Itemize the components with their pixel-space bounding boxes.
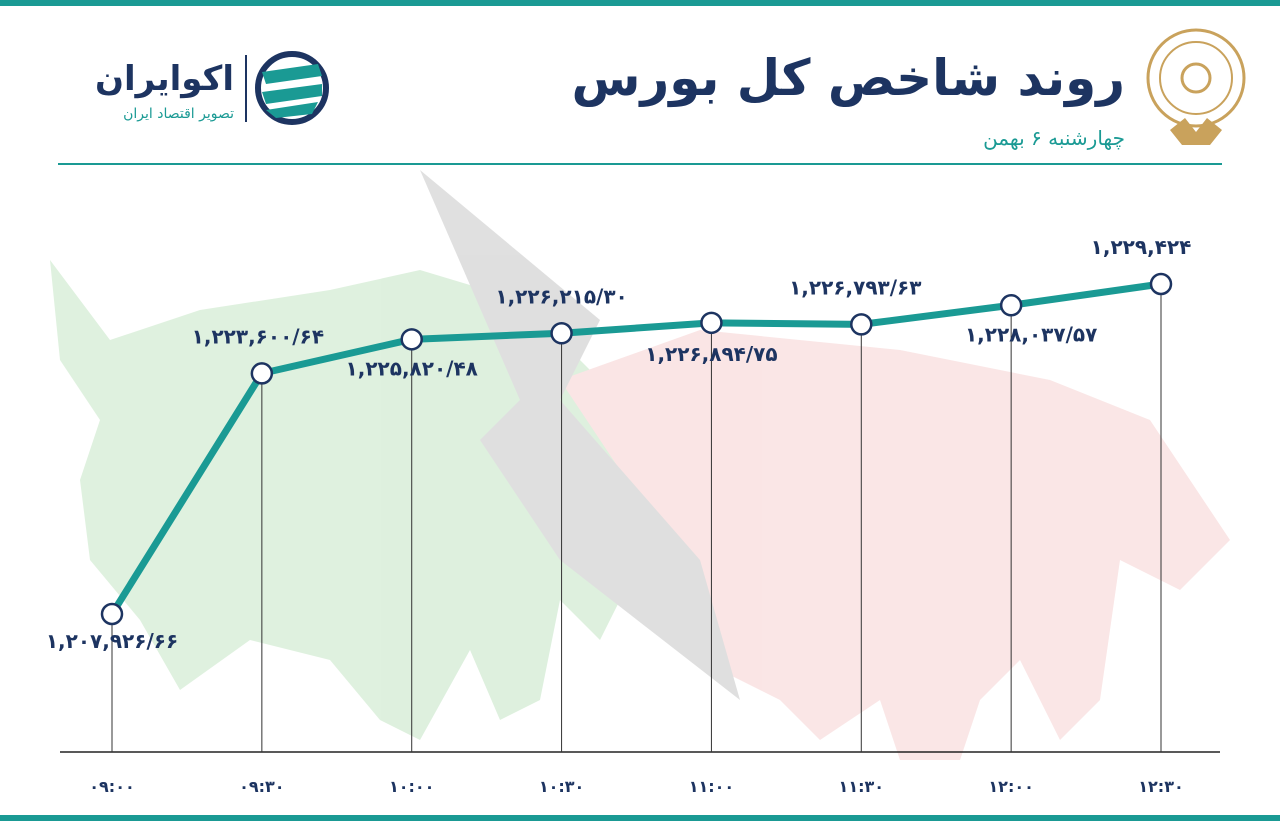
value-label: ۱,۲۰۷,۹۲۶/۶۶ (46, 629, 178, 653)
chart-title: روند شاخص کل بورس (571, 49, 1125, 108)
seal-logo (1146, 28, 1246, 145)
data-point (999, 294, 1023, 317)
index-line (109, 280, 1162, 616)
data-point (850, 313, 873, 336)
data-point (550, 322, 573, 345)
brand-logo (245, 51, 329, 125)
brand-tagline: تصویر اقتصاد ایران (123, 106, 234, 122)
value-label: ۱,۲۲۶,۸۹۴/۷۵ (645, 342, 777, 366)
value-label: ۱,۲۲۸,۰۳۷/۵۷ (965, 322, 1097, 346)
value-label: ۱,۲۲۳,۶۰۰/۶۴ (192, 324, 324, 348)
x-tick-label: ۱۰:۰۰ (389, 777, 434, 796)
x-tick-label: ۰۹:۳۰ (239, 777, 284, 796)
x-tick-label: ۱۲:۳۰ (1138, 777, 1183, 796)
x-tick-label: ۱۱:۳۰ (839, 777, 884, 796)
x-tick-label: ۱۱:۰۰ (689, 777, 734, 796)
value-label: ۱,۲۲۶,۲۱۵/۳۰ (495, 284, 627, 308)
value-label: ۱,۲۲۶,۷۹۳/۶۳ (789, 275, 921, 299)
data-point (250, 362, 274, 385)
x-tick-label: ۱۰:۳۰ (539, 777, 584, 796)
value-label: ۱,۲۲۹,۴۲۴ (1091, 235, 1192, 259)
x-tick-label: ۱۲:۰۰ (988, 777, 1033, 796)
data-point (1149, 272, 1173, 296)
chart-subtitle: چهارشنبه ۶ بهمن (983, 126, 1125, 150)
bottom-bar (0, 815, 1280, 821)
data-point (700, 311, 723, 335)
data-point (400, 328, 423, 351)
top-bar (0, 0, 1280, 6)
background-art (50, 170, 1230, 760)
data-point (100, 602, 124, 626)
value-label: ۱,۲۲۵,۸۲۰/۴۸ (346, 356, 478, 380)
brand-name: اکوایران (95, 59, 234, 99)
x-tick-label: ۰۹:۰۰ (89, 777, 134, 796)
